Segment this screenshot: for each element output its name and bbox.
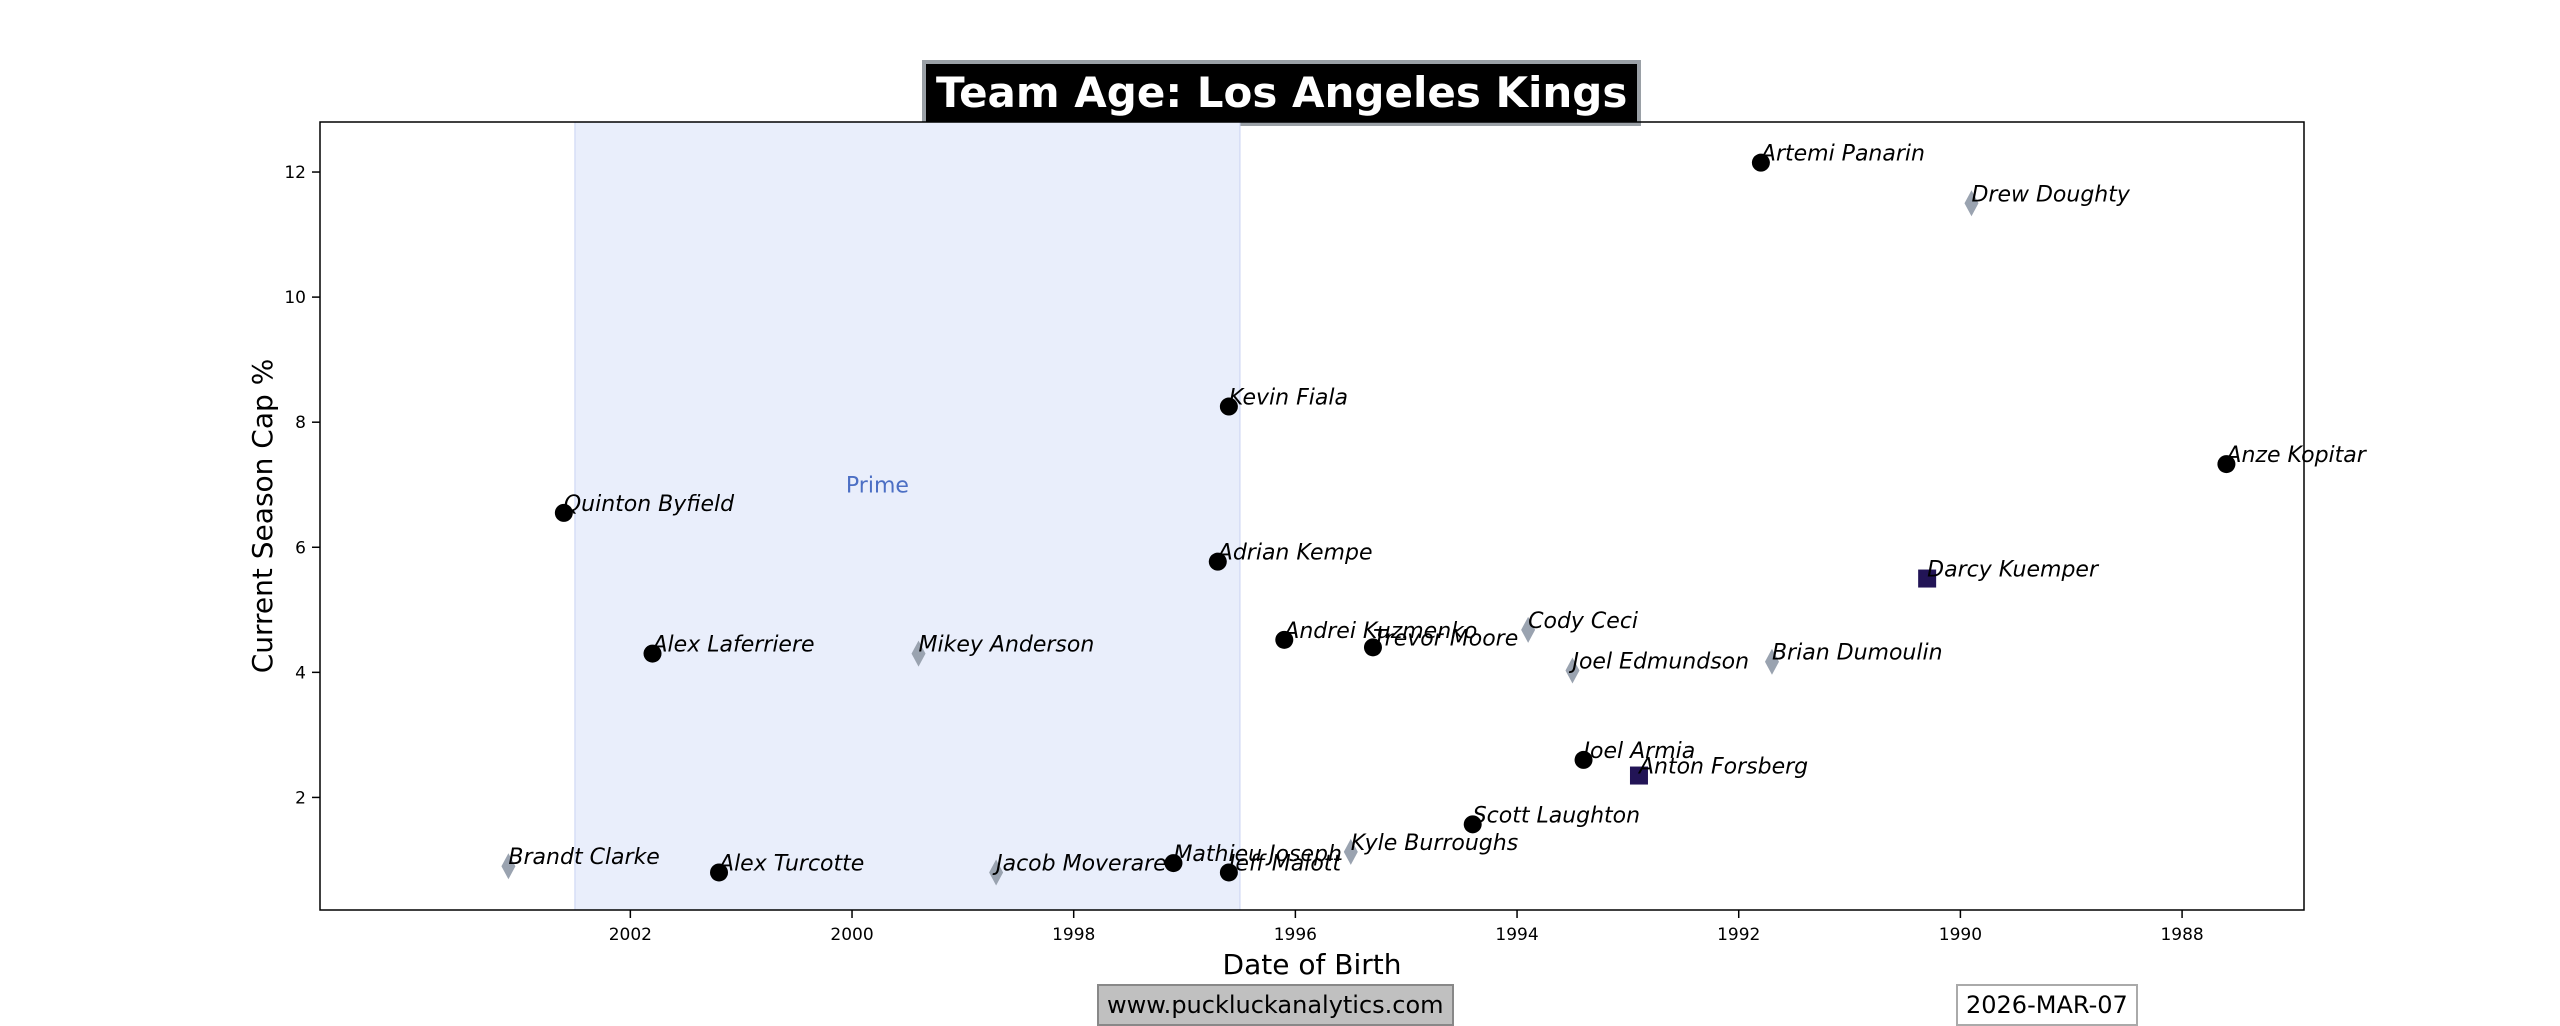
point-drew-doughty — [1964, 190, 1979, 217]
point-brandt-clarke — [501, 853, 516, 880]
point-trevor-moore — [1363, 638, 1382, 657]
x-tick-label: 1998 — [1052, 925, 1095, 945]
x-axis-label: Date of Birth — [1223, 948, 1402, 981]
prime-band — [574, 121, 1241, 911]
point-kyle-burroughs — [1343, 838, 1358, 865]
date-stamp: 2026-MAR-07 — [1956, 984, 2138, 1026]
label-artemi-panarin: Artemi Panarin — [1759, 142, 1925, 167]
label-mikey-anderson: Mikey Anderson — [919, 633, 1095, 658]
point-mikey-anderson — [911, 640, 926, 667]
label-kyle-burroughs: Kyle Burroughs — [1351, 831, 1518, 856]
x-tick-label: 1994 — [1495, 925, 1538, 945]
chart-title: Team Age: Los Angeles Kings — [922, 60, 1642, 126]
point-jeff-malott — [1219, 863, 1238, 882]
label-brandt-clarke: Brandt Clarke — [508, 845, 659, 870]
label-joel-edmundson: Joel Edmundson — [1568, 649, 1749, 674]
plot-frame — [319, 121, 2305, 911]
y-tick-label: 6 — [295, 538, 306, 558]
label-darcy-kuemper: Darcy Kuemper — [1927, 558, 2100, 583]
point-joel-edmundson — [1565, 657, 1580, 684]
label-quinton-byfield: Quinton Byfield — [564, 492, 735, 517]
label-adrian-kempe: Adrian Kempe — [1216, 541, 1373, 566]
label-mathieu-joseph: Mathieu Joseph — [1173, 842, 1341, 867]
y-tick-label: 8 — [295, 413, 306, 433]
point-anze-kopitar — [2217, 455, 2236, 474]
y-tick-label: 10 — [284, 288, 306, 308]
y-tick-label: 12 — [284, 163, 306, 183]
x-tick-label: 1992 — [1717, 925, 1760, 945]
point-alex-laferriere — [643, 644, 662, 663]
point-darcy-kuemper — [1918, 569, 1937, 588]
label-scott-laughton: Scott Laughton — [1473, 803, 1640, 828]
label-jeff-malott: Jeff Malott — [1225, 851, 1343, 876]
label-brian-dumoulin: Brian Dumoulin — [1772, 641, 1943, 666]
label-kevin-fiala: Kevin Fiala — [1229, 386, 1348, 411]
point-scott-laughton — [1463, 815, 1482, 834]
source-watermark: www.puckluckanalytics.com — [1097, 984, 1454, 1026]
prime-band-label: Prime — [846, 474, 909, 499]
point-mathieu-joseph — [1164, 854, 1183, 873]
label-alex-laferriere: Alex Laferriere — [651, 633, 815, 658]
label-drew-doughty: Drew Doughty — [1971, 182, 2130, 207]
point-alex-turcotte — [710, 863, 729, 882]
x-tick-label: 1988 — [2160, 925, 2203, 945]
x-tick-label: 2000 — [830, 925, 873, 945]
point-joel-armia — [1574, 750, 1593, 769]
point-kevin-fiala — [1219, 397, 1238, 416]
label-alex-turcotte: Alex Turcotte — [717, 851, 864, 876]
point-andrei-kuzmenko — [1275, 630, 1294, 649]
point-adrian-kempe — [1208, 552, 1227, 571]
label-cody-ceci: Cody Ceci — [1528, 609, 1638, 634]
label-jacob-moverare: Jacob Moverare — [992, 851, 1167, 876]
label-anze-kopitar: Anze Kopitar — [2224, 443, 2367, 468]
point-brian-dumoulin — [1764, 648, 1779, 675]
label-anton-forsberg: Anton Forsberg — [1637, 755, 1808, 780]
label-trevor-moore: Trevor Moore — [1373, 626, 1518, 651]
label-andrei-kuzmenko: Andrei Kuzmenko — [1282, 619, 1477, 644]
point-cody-ceci — [1521, 616, 1536, 643]
point-jacob-moverare — [989, 859, 1004, 886]
y-axis-label: Current Season Cap % — [246, 359, 279, 674]
x-tick-label: 2002 — [609, 925, 652, 945]
point-anton-forsberg — [1629, 766, 1648, 785]
y-tick-label: 4 — [295, 663, 306, 683]
point-quinton-byfield — [554, 503, 573, 522]
point-artemi-panarin — [1751, 153, 1770, 172]
y-tick-label: 2 — [295, 788, 306, 808]
label-joel-armia: Joel Armia — [1580, 739, 1696, 764]
x-tick-label: 1990 — [1939, 925, 1982, 945]
x-tick-label: 1996 — [1274, 925, 1317, 945]
